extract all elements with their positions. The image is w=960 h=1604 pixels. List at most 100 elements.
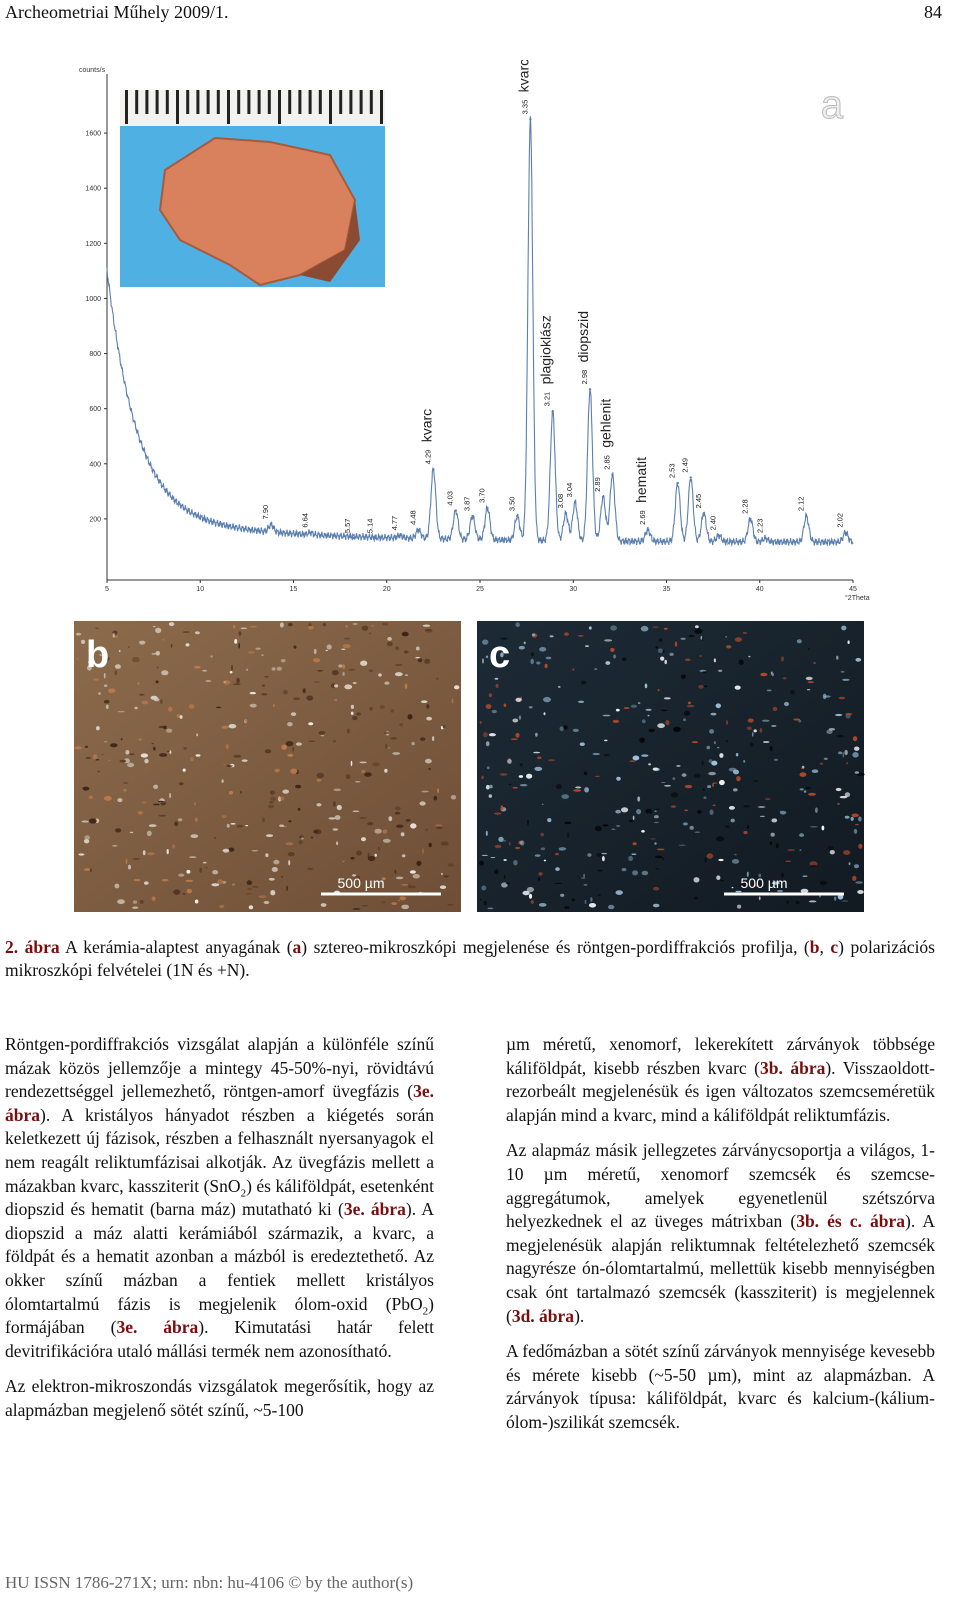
grain <box>637 796 641 802</box>
grain <box>821 825 825 831</box>
grain <box>508 783 512 785</box>
grain <box>518 645 525 650</box>
paragraph: Az elektron-mikroszondás vizsgálatok meg… <box>5 1375 434 1422</box>
grain <box>153 784 159 789</box>
grain <box>153 697 160 702</box>
grain <box>88 818 97 824</box>
grain <box>273 704 275 708</box>
mineral-label: gehlenit <box>597 399 613 448</box>
text-run: , <box>819 937 831 957</box>
mineral-label: diopszid <box>575 311 591 362</box>
grain <box>246 668 249 671</box>
figure-reference: b <box>809 937 820 957</box>
scale-label: 500 µm <box>338 875 385 891</box>
ruler-tick <box>165 90 169 114</box>
x-tick-label: 10 <box>196 586 204 593</box>
grain <box>226 765 233 767</box>
grain <box>802 875 808 877</box>
grain <box>271 867 278 872</box>
peak-d-label: 2.69 <box>638 510 647 525</box>
grain <box>855 657 862 662</box>
y-tick-label: 400 <box>89 461 101 468</box>
grain <box>112 633 115 638</box>
grain <box>536 661 541 665</box>
grain <box>799 833 805 837</box>
journal-title: Archeometriai Műhely 2009/1. <box>5 2 229 22</box>
grain <box>343 637 351 640</box>
grain <box>850 816 854 821</box>
grain <box>541 803 544 805</box>
grain <box>685 658 691 662</box>
grain <box>713 658 717 663</box>
grain <box>137 682 140 685</box>
grain <box>310 836 314 839</box>
grain <box>228 847 235 852</box>
grain <box>286 885 288 891</box>
grain <box>451 698 454 704</box>
grain <box>177 818 183 822</box>
grain <box>746 726 752 731</box>
grain <box>258 895 267 899</box>
ruler-tick <box>216 90 220 114</box>
grain <box>693 877 700 883</box>
grain <box>602 856 605 862</box>
grain <box>215 706 222 709</box>
grain <box>592 752 600 756</box>
grain <box>261 684 266 687</box>
ruler-ticks <box>125 90 383 124</box>
peak-d-label: 4.29 <box>423 450 432 465</box>
grain <box>367 852 370 859</box>
ruler-tick <box>369 90 373 114</box>
grain <box>403 650 409 654</box>
grain <box>129 831 134 834</box>
grain <box>652 626 659 628</box>
grain <box>621 807 629 813</box>
grain <box>486 766 490 770</box>
grain <box>709 729 715 734</box>
grain <box>298 840 303 845</box>
grain <box>738 659 744 665</box>
grain <box>555 852 559 856</box>
peak-d-label: 2.40 <box>709 516 718 531</box>
grain <box>125 858 128 865</box>
paragraph: Az alapmáz másik jellegzetes zárványcsop… <box>506 1139 935 1328</box>
grain <box>214 836 217 840</box>
grain <box>144 881 149 885</box>
grain <box>847 640 850 644</box>
grain <box>632 755 640 761</box>
peak-d-label: 2.85 <box>602 455 611 470</box>
grain <box>368 669 374 673</box>
grain <box>379 705 385 709</box>
grain <box>271 667 276 671</box>
grain <box>482 658 484 664</box>
grain <box>845 713 853 715</box>
grain <box>151 653 157 655</box>
grain <box>74 746 82 750</box>
grain <box>540 832 545 837</box>
grain <box>771 818 778 823</box>
grain <box>416 860 422 867</box>
grain <box>522 890 530 896</box>
grain <box>580 680 587 685</box>
grain <box>412 874 420 879</box>
grain <box>713 741 717 745</box>
peak-d-label: 3.87 <box>463 497 472 512</box>
grain <box>387 637 392 641</box>
grain <box>644 683 648 689</box>
grain <box>515 732 520 738</box>
grain <box>670 805 677 808</box>
grain <box>808 900 817 903</box>
grain <box>800 767 804 770</box>
peak-marker <box>351 536 355 540</box>
grain <box>205 867 208 869</box>
grain <box>316 803 322 807</box>
peak-marker <box>717 534 720 537</box>
grain <box>827 846 834 850</box>
grain <box>555 867 560 871</box>
grain <box>491 709 497 714</box>
grain <box>199 867 202 873</box>
grain <box>807 648 810 650</box>
grain <box>307 867 314 871</box>
grain <box>161 670 169 676</box>
grain <box>507 759 512 764</box>
